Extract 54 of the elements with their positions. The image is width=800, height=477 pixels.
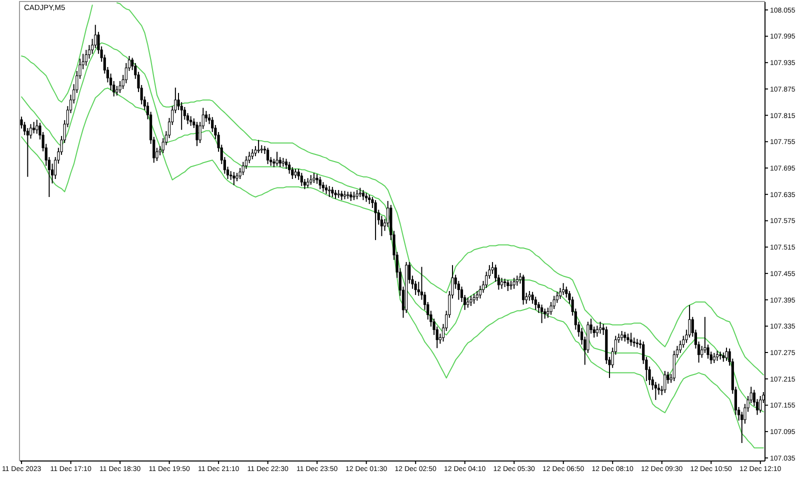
candlestick <box>116 85 118 96</box>
candlestick <box>257 139 260 154</box>
candlestick <box>196 121 198 147</box>
candlestick <box>472 293 476 304</box>
candlestick <box>356 189 358 200</box>
candlestick <box>630 332 632 346</box>
candlestick <box>470 295 472 306</box>
candlestick <box>358 187 362 198</box>
candlestick <box>528 290 531 302</box>
candlestick <box>558 287 562 300</box>
candlestick <box>506 280 510 292</box>
candlestick <box>620 330 624 342</box>
candlestick <box>491 262 494 274</box>
candlestick <box>340 190 343 201</box>
candlestick <box>522 274 525 306</box>
candlestick <box>204 110 208 122</box>
candlestick <box>312 172 316 184</box>
candlestick <box>328 186 331 198</box>
candlestick <box>478 285 482 299</box>
candlestick <box>306 178 310 188</box>
candlestick <box>368 194 371 205</box>
candlestick <box>500 277 504 290</box>
candlestick <box>32 121 36 134</box>
candlestick <box>466 297 470 308</box>
candlestick <box>596 325 598 338</box>
candlestick <box>276 151 278 166</box>
candlestick <box>540 304 544 324</box>
candlestick <box>232 171 236 186</box>
candlestick <box>331 186 334 198</box>
candlestick <box>36 119 38 134</box>
candlestick <box>318 176 322 190</box>
candlestick <box>740 411 744 444</box>
candlestick <box>251 148 254 160</box>
candlestick <box>672 350 676 382</box>
candlestick <box>512 277 516 290</box>
candlestick <box>624 331 626 342</box>
candlestick <box>626 333 630 344</box>
candlestick <box>725 347 728 362</box>
candlestick <box>324 184 328 194</box>
candlestick <box>598 321 602 334</box>
candlestick <box>278 156 282 168</box>
candlestick <box>84 49 88 66</box>
candlestick <box>350 191 352 202</box>
candlestick <box>294 168 297 179</box>
candlestick <box>362 189 365 201</box>
candlestick <box>284 158 288 170</box>
candlestick <box>266 147 270 165</box>
candlestick <box>664 370 666 394</box>
candlestick <box>759 395 762 414</box>
candlestick <box>310 174 312 186</box>
candlestick <box>374 200 377 241</box>
candlestick <box>712 352 716 364</box>
candlestick <box>300 172 303 187</box>
candlestick <box>534 296 537 310</box>
